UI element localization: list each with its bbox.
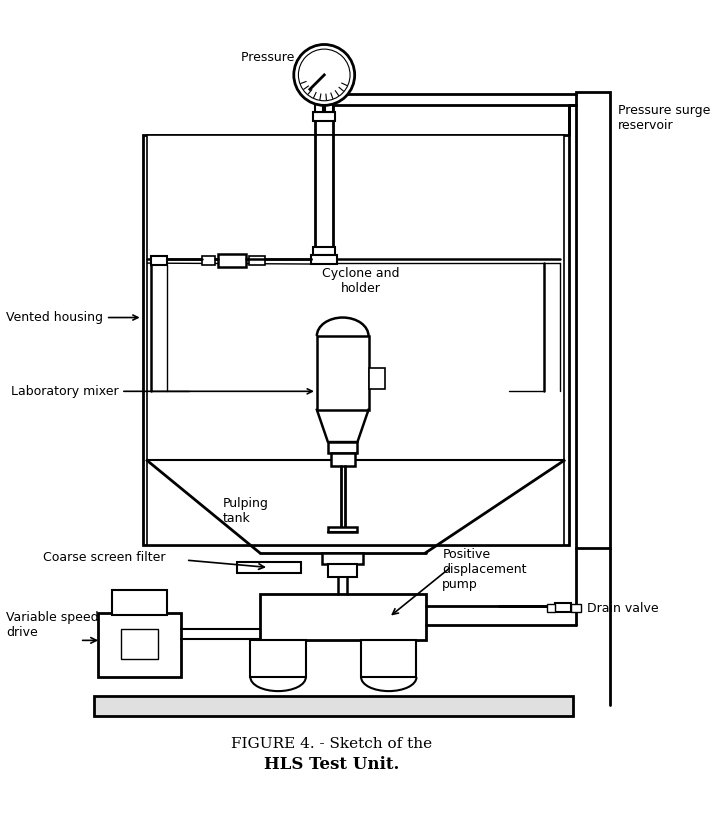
Bar [202,256,215,265]
Bar [576,91,610,548]
Text: Positive
displacement
pump: Positive displacement pump [442,548,527,591]
Text: Laboratory mixer: Laboratory mixer [11,385,312,398]
Bar [323,553,363,564]
Bar [548,605,555,612]
Text: Coarse screen filter: Coarse screen filter [43,551,166,564]
Bar [94,696,574,716]
Bar [147,135,564,545]
Text: FIGURE 4. - Sketch of the: FIGURE 4. - Sketch of the [231,737,432,751]
Bar [260,594,426,641]
Text: Pulping
tank: Pulping tank [223,497,269,525]
Text: Pressure gage: Pressure gage [241,51,330,64]
Bar [112,589,168,615]
Bar [315,103,333,112]
Bar [98,613,181,677]
Bar [313,112,336,121]
Bar [331,453,355,466]
Text: Pressure surge
reservoir: Pressure surge reservoir [617,103,710,132]
Bar [218,254,246,267]
Bar [121,629,158,659]
Bar [369,368,385,388]
Bar [249,256,265,265]
Bar [328,564,358,577]
Bar [250,641,305,677]
Bar [571,605,581,612]
Bar [317,336,369,409]
Text: Variable speed
drive: Variable speed drive [6,610,99,639]
Bar [328,527,358,532]
Bar [237,562,301,573]
Bar [311,255,337,264]
Text: Vented housing: Vented housing [6,311,138,324]
Text: HLS Test Unit.: HLS Test Unit. [264,756,399,773]
Bar [361,641,417,677]
Text: Drain valve: Drain valve [587,602,659,615]
Bar [151,256,168,265]
Circle shape [294,45,355,105]
Circle shape [298,49,350,101]
Bar [328,442,358,453]
Bar [555,602,571,612]
Text: Cyclone and
holder: Cyclone and holder [323,267,400,295]
Bar [313,247,336,255]
Bar [143,135,569,545]
